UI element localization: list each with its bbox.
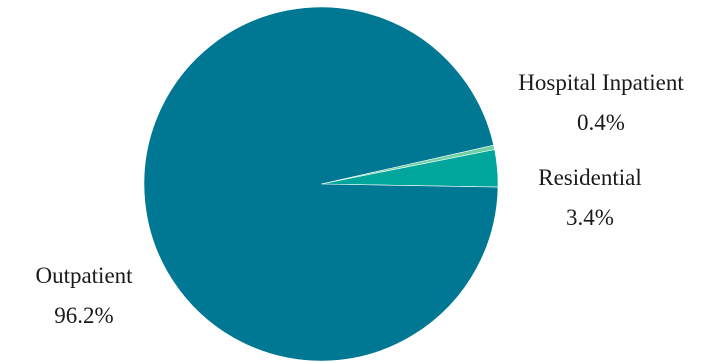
value-outpatient: 96.2% xyxy=(54,303,113,328)
pie-labels: Outpatient 96.2% Residential 3.4% Hospital I… xyxy=(35,70,684,328)
pie-slices xyxy=(143,6,499,362)
label-residential: Residential xyxy=(538,165,641,190)
label-hospital-inpatient: Hospital Inpatient xyxy=(518,70,684,95)
value-residential: 3.4% xyxy=(566,205,614,230)
value-hospital-inpatient: 0.4% xyxy=(577,110,625,135)
pie-slice-outpatient xyxy=(143,6,499,362)
label-outpatient: Outpatient xyxy=(35,263,133,288)
